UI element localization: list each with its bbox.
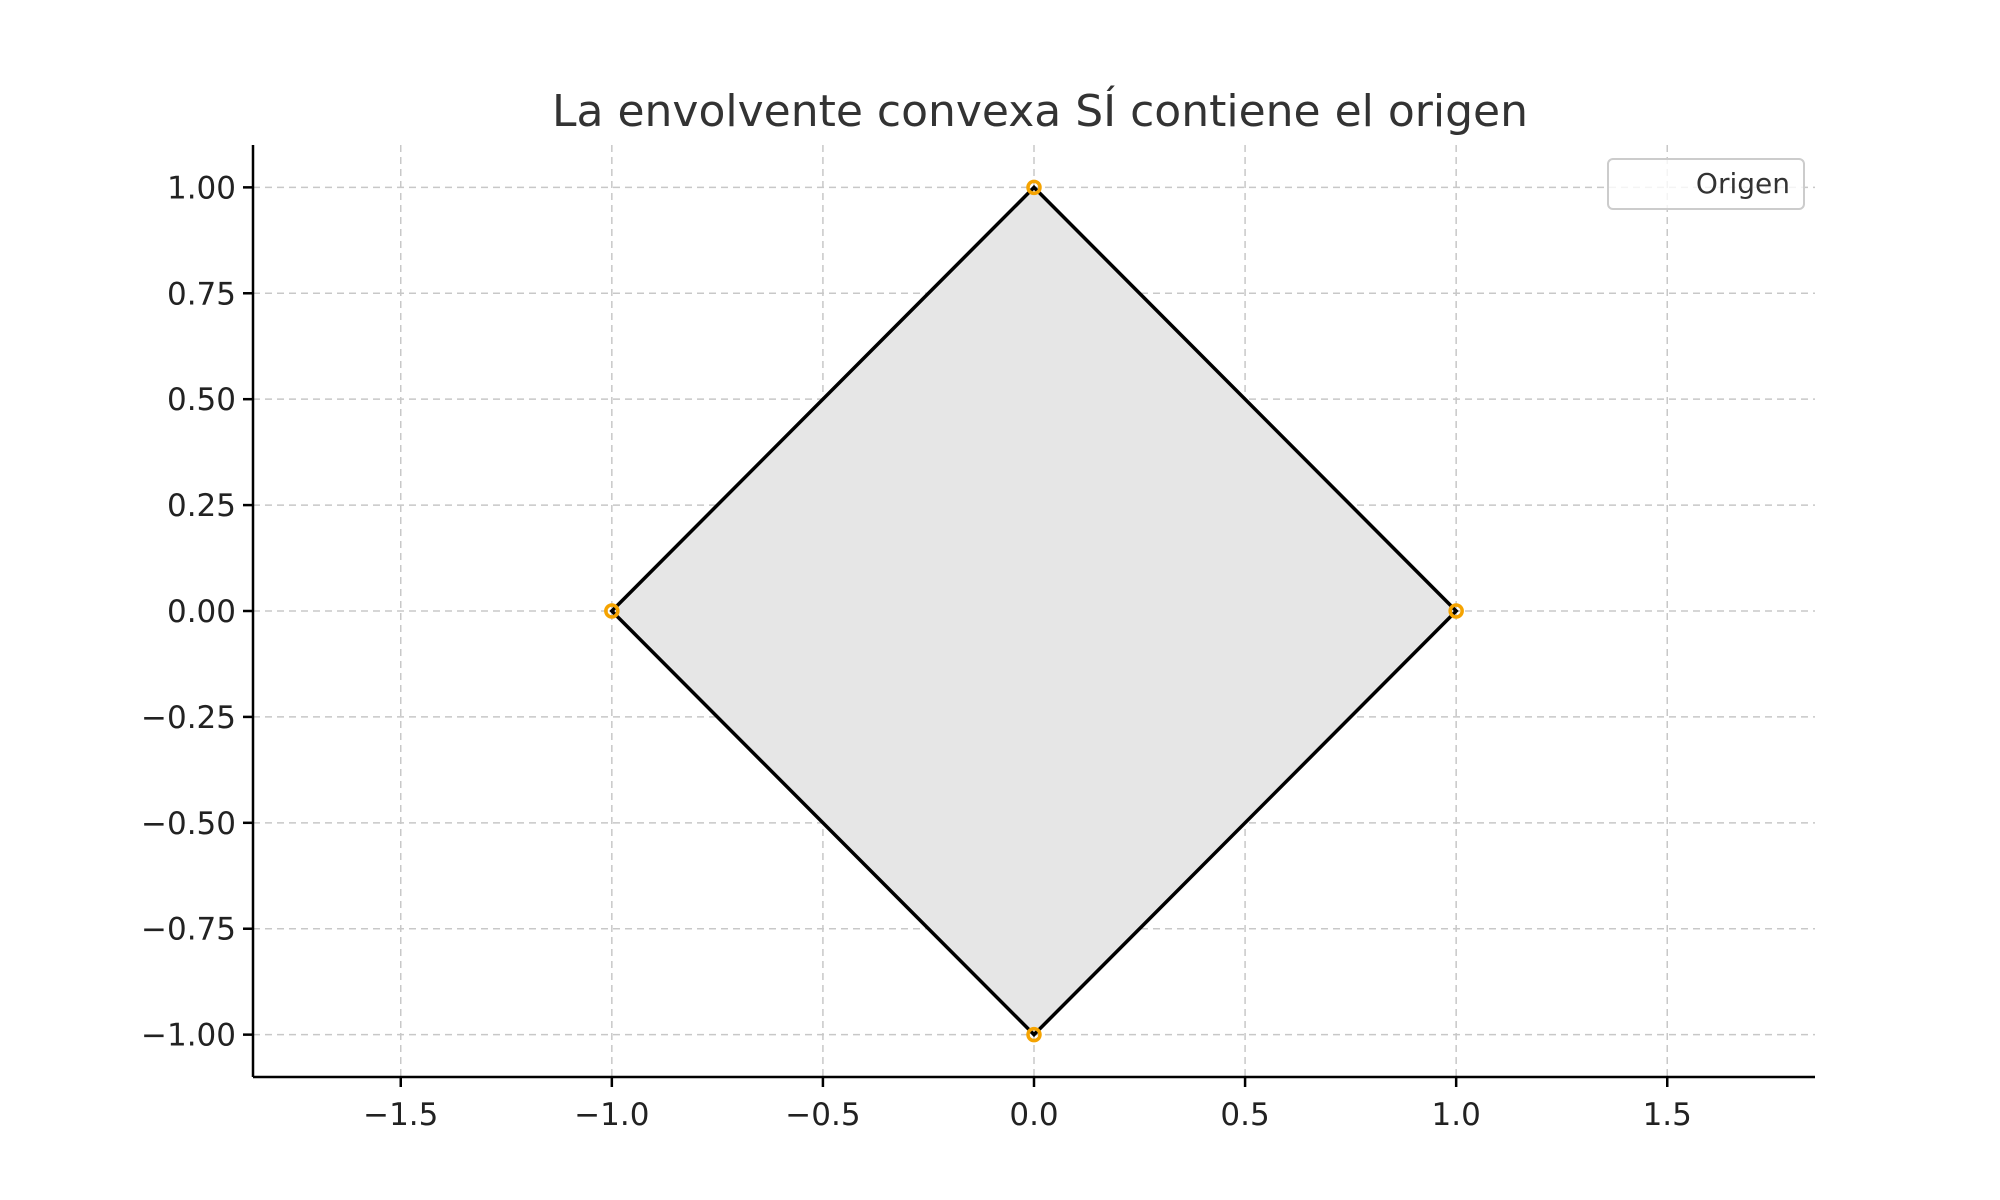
- x-tick-label-1: −1.0: [574, 1097, 649, 1133]
- data-point-1: [1448, 603, 1464, 619]
- y-tick-label-3: 0.25: [167, 488, 236, 524]
- x-axis-ticks: −1.5 −1.0 −0.5 0.0 0.5 1.0 1.5: [363, 1077, 1692, 1133]
- chart-title: La envolvente convexa SÍ contiene el ori…: [552, 84, 1528, 137]
- legend-entry-origen: Origen: [1696, 167, 1790, 200]
- x-tick-label-5: 1.0: [1432, 1097, 1481, 1133]
- x-tick-label-2: −0.5: [785, 1097, 860, 1133]
- x-tick-label-0: −1.5: [363, 1097, 438, 1133]
- y-tick-label-5: −0.25: [141, 700, 236, 736]
- data-point-0: [1026, 179, 1042, 196]
- legend: Origen: [1607, 158, 1805, 210]
- y-tick-label-6: −0.50: [141, 806, 236, 842]
- x-tick-label-6: 1.5: [1643, 1097, 1692, 1133]
- y-tick-label-4: 0.00: [167, 594, 236, 630]
- y-tick-label-0: 1.00: [167, 170, 236, 206]
- y-tick-label-2: 0.50: [167, 382, 236, 418]
- data-point-3: [604, 603, 620, 619]
- convex-hull: [609, 184, 1459, 1038]
- y-tick-label-7: −0.75: [141, 912, 236, 948]
- x-tick-label-4: 0.5: [1220, 1097, 1269, 1133]
- hull-polygon: [609, 184, 1459, 1038]
- data-point-2: [1026, 1026, 1042, 1043]
- y-tick-label-8: −1.00: [141, 1018, 236, 1054]
- x-tick-label-3: 0.0: [1009, 1097, 1058, 1133]
- y-tick-label-1: 0.75: [167, 276, 236, 312]
- data-points: [604, 179, 1464, 1043]
- y-axis-ticks: 1.00 0.75 0.50 0.25 0.00 −0.25 −0.50 −0.75 −1.00: [141, 170, 253, 1054]
- legend-box: [1607, 158, 1805, 210]
